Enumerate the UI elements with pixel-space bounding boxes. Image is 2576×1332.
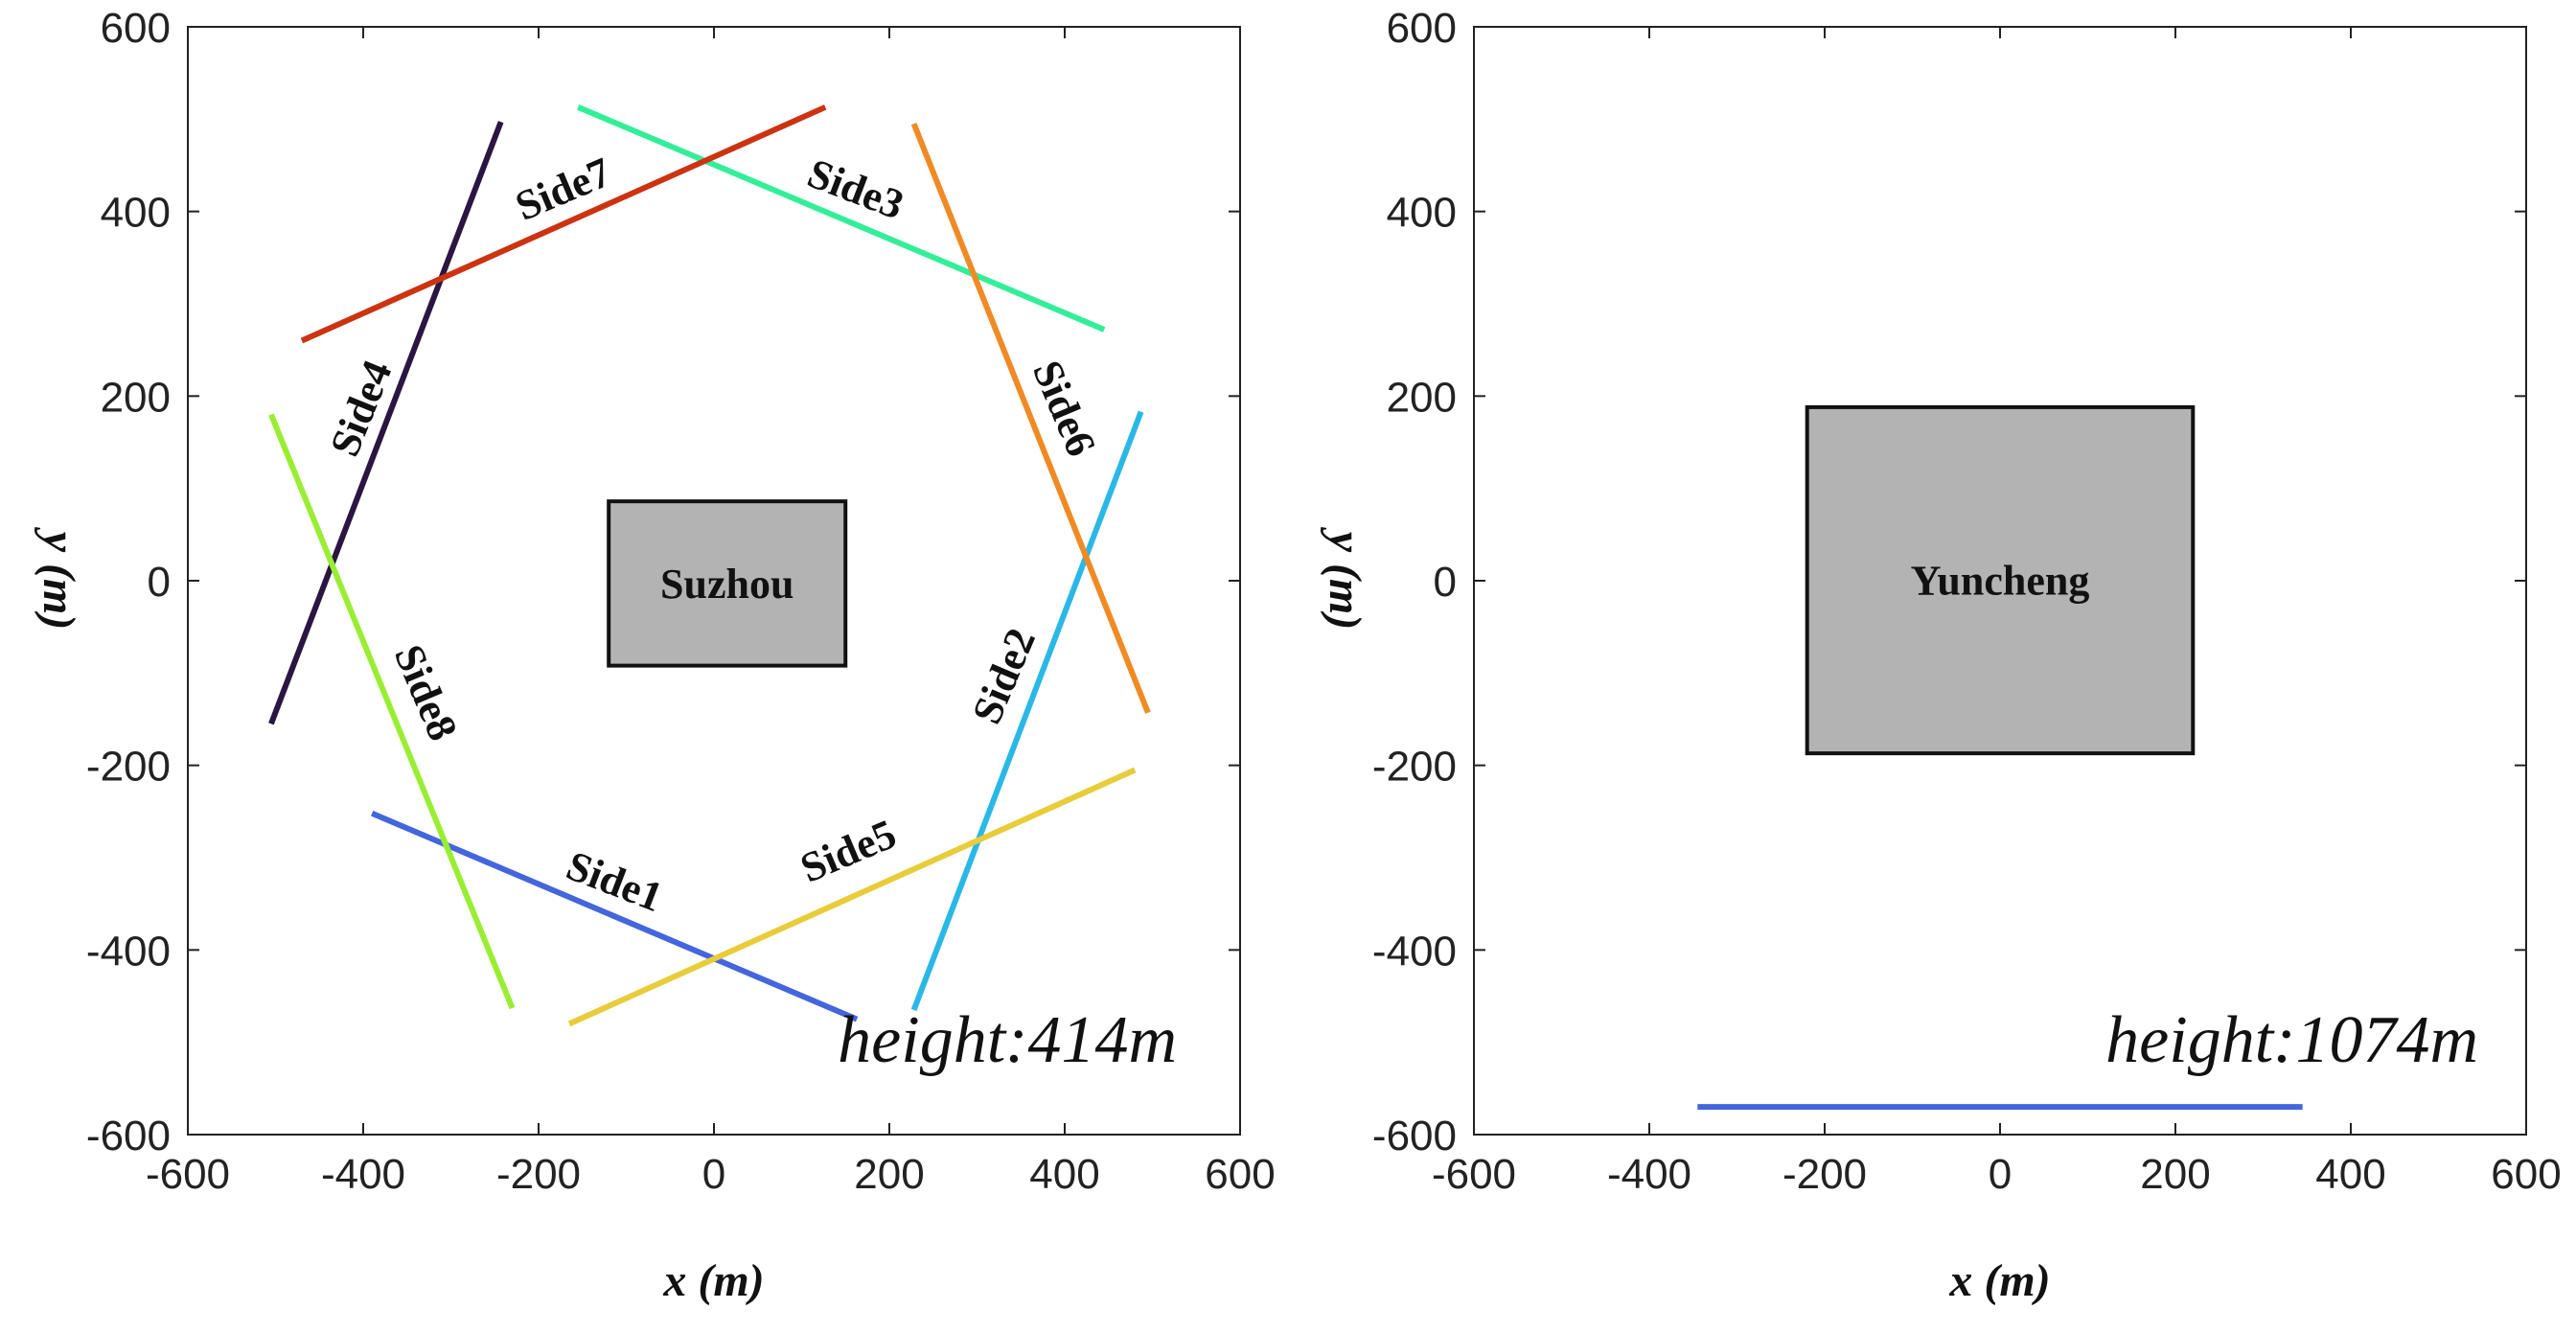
target-area-label: Yuncheng bbox=[1911, 558, 2090, 605]
target-area-box bbox=[1805, 404, 2196, 756]
x-tick-label: -600 bbox=[146, 1151, 230, 1198]
y-tick-label: -400 bbox=[86, 928, 171, 975]
flight-line-side4 bbox=[268, 121, 504, 725]
flight-line-side1 bbox=[370, 810, 859, 1022]
height-annotation: height:414m bbox=[838, 1003, 1177, 1077]
height-annotation: height:1074m bbox=[2105, 1003, 2478, 1077]
y-tick-label: 200 bbox=[1387, 374, 1457, 421]
target-area-label: Suzhou bbox=[660, 561, 794, 608]
y-tick-label: -600 bbox=[1372, 1113, 1457, 1160]
x-tick-label: 600 bbox=[1205, 1151, 1275, 1198]
x-tick-label: -200 bbox=[496, 1151, 581, 1198]
label-side2: Side2 bbox=[963, 622, 1045, 731]
y-axis-label: y (m) bbox=[1320, 527, 1370, 631]
y-tick-label: -200 bbox=[86, 744, 171, 791]
flight-line-side6 bbox=[910, 123, 1151, 714]
x-tick-label: -400 bbox=[321, 1151, 405, 1198]
y-tick-label: 400 bbox=[1387, 190, 1457, 237]
y-tick-label: 400 bbox=[101, 190, 171, 237]
y-tick-label: 200 bbox=[101, 374, 171, 421]
x-tick-label: 0 bbox=[702, 1151, 725, 1198]
y-tick-label: -600 bbox=[86, 1113, 171, 1160]
x-tick-label: -400 bbox=[1607, 1151, 1691, 1198]
y-tick-label: 600 bbox=[101, 5, 171, 52]
x-tick-label: 200 bbox=[2140, 1151, 2210, 1198]
left-chart-panel: -600 -400 -200 0 200 400 600 -600 -400 -200 0 200 40… bbox=[34, 5, 1276, 1306]
x-tick-label: 0 bbox=[1989, 1151, 2012, 1198]
label-side1: Side1 bbox=[561, 842, 669, 922]
x-tick-label: 200 bbox=[854, 1151, 924, 1198]
x-tick-label: 400 bbox=[1029, 1151, 1099, 1198]
y-tick-label: 0 bbox=[148, 559, 171, 606]
x-tick-label: -600 bbox=[1432, 1151, 1516, 1198]
y-tick-label: 600 bbox=[1387, 5, 1457, 52]
flight-line-side3 bbox=[577, 104, 1106, 333]
target-area-box bbox=[607, 499, 848, 668]
x-tick-label: 600 bbox=[2491, 1151, 2561, 1198]
x-tick-label: 400 bbox=[2315, 1151, 2385, 1198]
y-tick-label: -200 bbox=[1372, 744, 1457, 791]
x-axis-label: x (m) bbox=[662, 1255, 764, 1306]
y-tick-label: -400 bbox=[1372, 928, 1457, 975]
flight-line-side8 bbox=[268, 413, 516, 1010]
x-tick-label: -200 bbox=[1782, 1151, 1867, 1198]
y-axis-label: y (m) bbox=[34, 527, 84, 631]
flight-line-side2 bbox=[910, 410, 1144, 1012]
flight-line-side7 bbox=[300, 104, 827, 344]
flight-line-side5 bbox=[567, 767, 1137, 1027]
x-axis-label: x (m) bbox=[1948, 1255, 2050, 1306]
y-tick-label: 0 bbox=[1434, 559, 1457, 606]
label-side3: Side3 bbox=[801, 149, 909, 229]
label-side6: Side6 bbox=[1024, 354, 1105, 463]
label-side7: Side7 bbox=[509, 149, 618, 230]
right-chart-panel: -600 -400 -200 0 200 400 600 -600 -400 -200 0 200 40… bbox=[1320, 5, 2562, 1306]
